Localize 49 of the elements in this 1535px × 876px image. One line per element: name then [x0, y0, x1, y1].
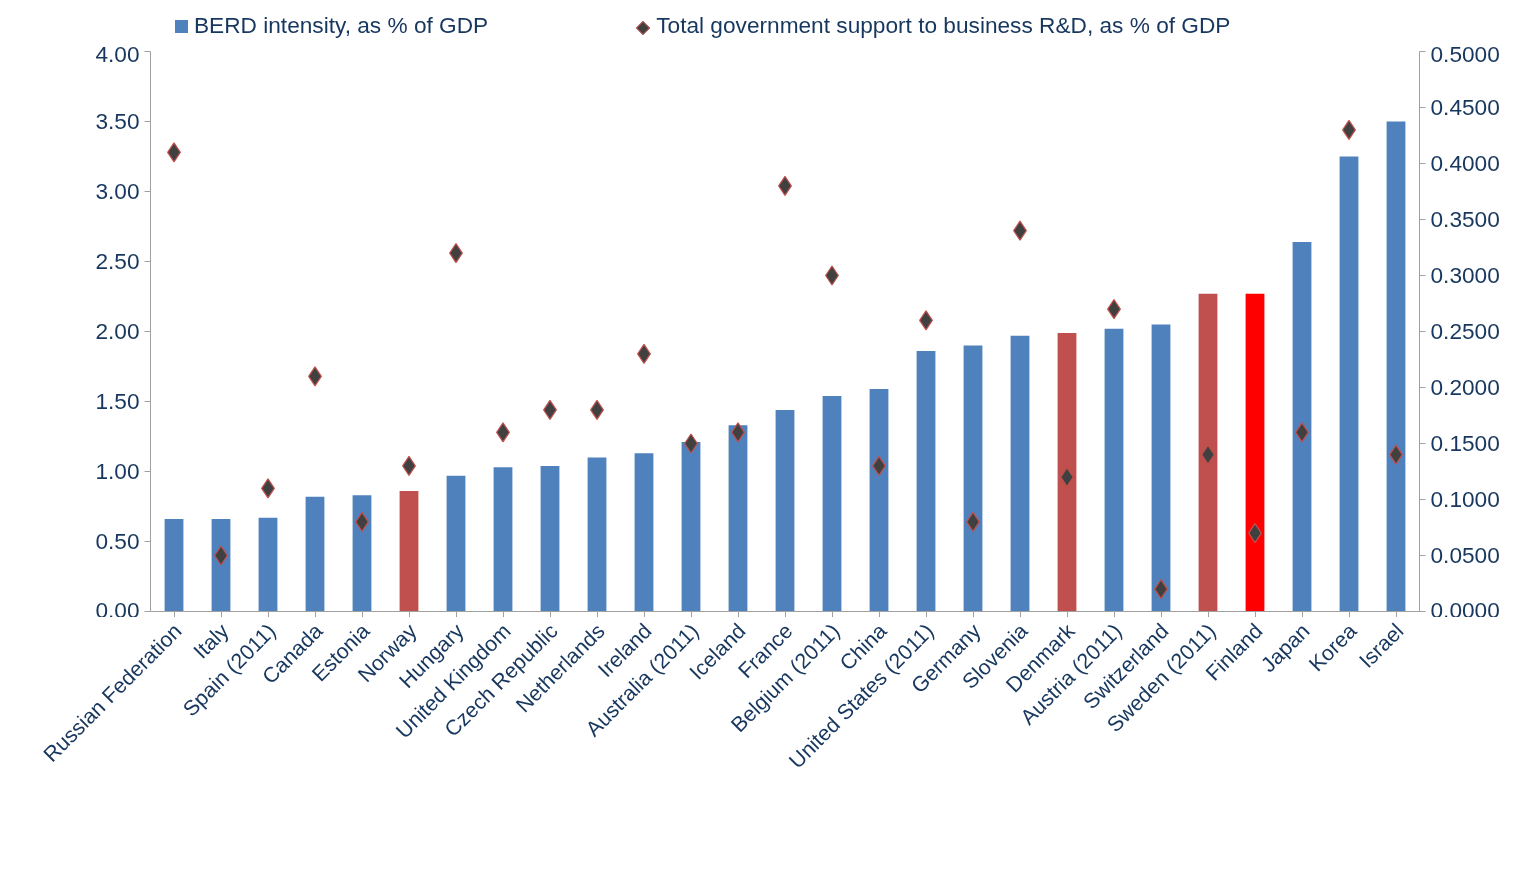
- y-tick-label: 1.00: [95, 458, 140, 485]
- y-tick-label: 1.50: [95, 388, 140, 415]
- y2-tick-label: 0.3500: [1430, 206, 1500, 233]
- y-tick-label: 4.00: [95, 40, 140, 67]
- bar: [258, 518, 278, 612]
- bar: [305, 497, 325, 612]
- bar: [775, 410, 795, 612]
- bar: [1151, 324, 1171, 612]
- bar: [399, 491, 419, 612]
- y2-tick-label: 0.1000: [1430, 486, 1500, 513]
- y-tick-label: 0.00: [95, 596, 140, 623]
- legend-label: BERD intensity, as % of GDP: [193, 12, 489, 38]
- y-tick-label: 0.50: [95, 528, 140, 555]
- y2-tick-label: 0.3000: [1430, 262, 1500, 289]
- bar: [916, 351, 936, 612]
- bar: [1104, 329, 1124, 612]
- bar: [1245, 294, 1265, 612]
- bar: [1292, 242, 1312, 612]
- y2-tick-label: 0.4000: [1430, 150, 1500, 177]
- y2-tick-label: 0.0000: [1430, 596, 1500, 623]
- y-tick-label: 3.00: [95, 178, 140, 205]
- y2-tick-label: 0.5000: [1430, 40, 1500, 67]
- y-tick-label: 3.50: [95, 108, 140, 135]
- y-tick-label: 2.00: [95, 318, 140, 345]
- bar: [1386, 121, 1406, 612]
- bar: [540, 466, 560, 612]
- y2-tick-label: 0.2500: [1430, 318, 1500, 345]
- bar: [352, 495, 372, 612]
- legend-label: Total government support to business R&D, as % of GDP: [655, 12, 1231, 38]
- bar: [634, 453, 654, 612]
- bar: [587, 457, 607, 612]
- bar: [728, 425, 748, 612]
- bar: [1198, 294, 1218, 612]
- bar: [822, 396, 842, 612]
- y-tick-label: 2.50: [95, 248, 140, 275]
- bar: [681, 442, 701, 612]
- bar: [1057, 333, 1077, 612]
- y2-tick-label: 0.4500: [1430, 94, 1500, 121]
- bar: [963, 345, 983, 612]
- bar: [493, 467, 513, 612]
- bar: [446, 476, 466, 612]
- bar: [869, 389, 889, 612]
- y2-tick-label: 0.1500: [1430, 430, 1500, 457]
- bar: [1010, 336, 1030, 612]
- bar: [1339, 156, 1359, 612]
- y2-tick-label: 0.0500: [1430, 542, 1500, 569]
- y2-tick-label: 0.2000: [1430, 374, 1500, 401]
- bar: [211, 519, 231, 612]
- bar: [164, 519, 184, 612]
